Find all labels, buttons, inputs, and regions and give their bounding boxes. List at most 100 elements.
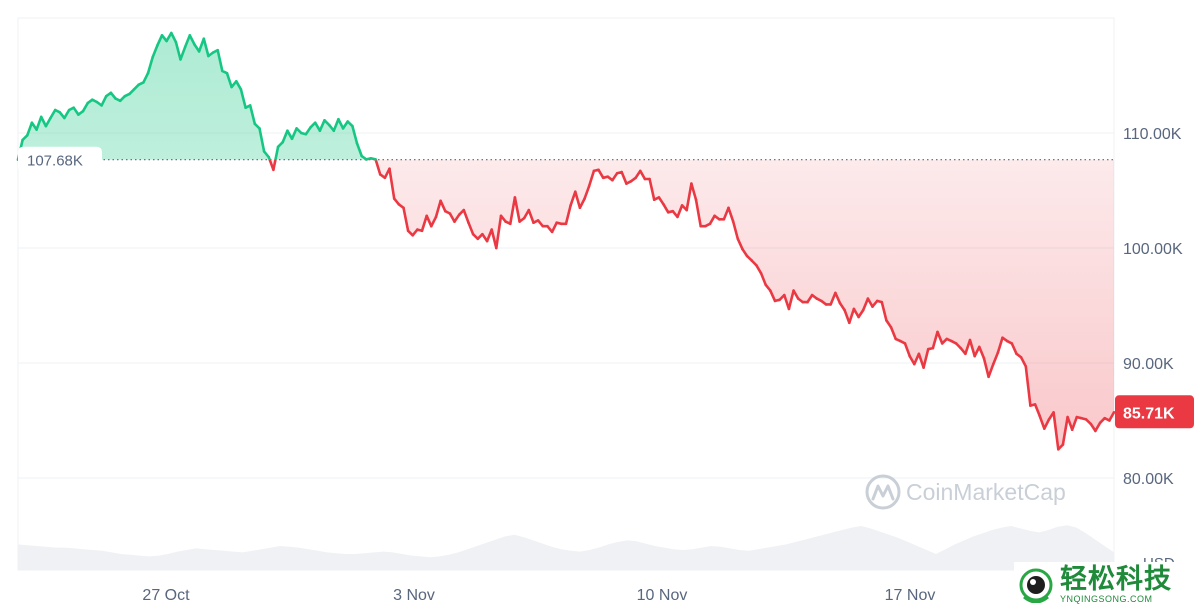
- data-point: [513, 196, 517, 199]
- data-point: [992, 362, 995, 366]
- data-point: [764, 283, 767, 287]
- data-point: [420, 229, 424, 233]
- data-point: [550, 230, 554, 234]
- data-point: [750, 259, 754, 262]
- data-point: [1038, 414, 1041, 418]
- data-point: [1043, 427, 1046, 430]
- data-point: [643, 177, 647, 181]
- data-point: [704, 224, 707, 228]
- data-point: [290, 137, 294, 141]
- site-domain: YNQINGSONG.COM: [1060, 594, 1153, 604]
- data-point: [536, 219, 540, 222]
- data-point: [699, 224, 702, 228]
- data-point: [392, 197, 396, 200]
- data-point: [434, 215, 438, 219]
- site-badge-text: 轻松科技 YNQINGSONG.COM: [1060, 566, 1172, 604]
- data-point: [722, 218, 726, 221]
- data-point: [248, 104, 252, 107]
- data-point: [327, 123, 331, 127]
- data-point: [708, 222, 712, 226]
- data-point: [611, 178, 614, 182]
- data-point: [578, 206, 582, 210]
- data-point: [1103, 416, 1106, 420]
- y-tick-label: 100.00K: [1123, 241, 1183, 258]
- coinmarketcap-logo-icon: [865, 474, 901, 510]
- reference-label-text: 107.68K: [27, 153, 83, 170]
- data-point: [188, 34, 192, 37]
- data-point: [913, 362, 916, 366]
- data-point: [569, 204, 572, 207]
- data-point: [95, 100, 99, 104]
- data-point: [694, 198, 698, 201]
- data-point: [1070, 428, 1074, 432]
- x-tick-label: 17 Nov: [885, 587, 936, 604]
- data-point: [736, 237, 740, 241]
- x-tick-label: 3 Nov: [393, 587, 435, 604]
- data-point: [151, 55, 154, 59]
- data-point: [123, 94, 127, 98]
- data-point: [118, 99, 122, 103]
- data-point: [406, 229, 410, 233]
- data-point: [606, 175, 610, 178]
- data-point: [337, 117, 340, 121]
- data-points: [16, 31, 1116, 451]
- data-point: [341, 127, 345, 130]
- data-point: [146, 71, 150, 75]
- data-point: [936, 330, 939, 334]
- data-point: [72, 106, 75, 109]
- data-point: [769, 289, 772, 292]
- data-point: [894, 337, 897, 341]
- data-point: [634, 176, 637, 180]
- data-point: [666, 211, 670, 214]
- data-point: [476, 237, 480, 241]
- data-point: [481, 232, 484, 236]
- data-point: [170, 31, 173, 35]
- data-point: [160, 34, 164, 37]
- data-point: [142, 81, 145, 84]
- data-point: [615, 172, 619, 175]
- data-point: [416, 228, 419, 231]
- data-point: [713, 214, 716, 218]
- data-point: [574, 190, 577, 193]
- data-point: [253, 122, 257, 126]
- data-point: [26, 134, 29, 137]
- price-line-above: [16, 31, 378, 160]
- data-point: [648, 177, 651, 181]
- data-point: [731, 220, 735, 223]
- data-point: [532, 221, 535, 224]
- data-point: [1089, 422, 1093, 426]
- data-point: [940, 342, 944, 345]
- data-point: [365, 158, 368, 161]
- data-point: [286, 129, 289, 132]
- data-point: [773, 299, 777, 303]
- data-point: [235, 80, 238, 83]
- data-point: [193, 43, 196, 46]
- data-point: [527, 208, 531, 212]
- data-point: [183, 45, 187, 49]
- data-point: [801, 300, 805, 304]
- data-point: [1019, 356, 1023, 359]
- data-point: [880, 300, 884, 304]
- data-point: [945, 337, 949, 341]
- data-point: [1024, 365, 1028, 368]
- data-point: [323, 119, 326, 122]
- data-point: [244, 106, 247, 109]
- data-point: [402, 206, 405, 210]
- data-point: [652, 198, 656, 201]
- data-point: [374, 158, 377, 161]
- data-point: [504, 220, 507, 223]
- data-point: [444, 209, 447, 213]
- data-point: [518, 220, 521, 223]
- data-point: [783, 293, 786, 297]
- x-tick-label: 10 Nov: [637, 587, 688, 604]
- data-point: [128, 92, 131, 96]
- data-point: [685, 208, 688, 212]
- data-point: [425, 214, 429, 218]
- data-point: [211, 51, 215, 54]
- data-point: [954, 342, 958, 345]
- data-point: [718, 218, 721, 221]
- data-point: [662, 203, 665, 206]
- data-point: [179, 58, 182, 61]
- data-point: [838, 301, 842, 305]
- data-point: [996, 351, 1000, 354]
